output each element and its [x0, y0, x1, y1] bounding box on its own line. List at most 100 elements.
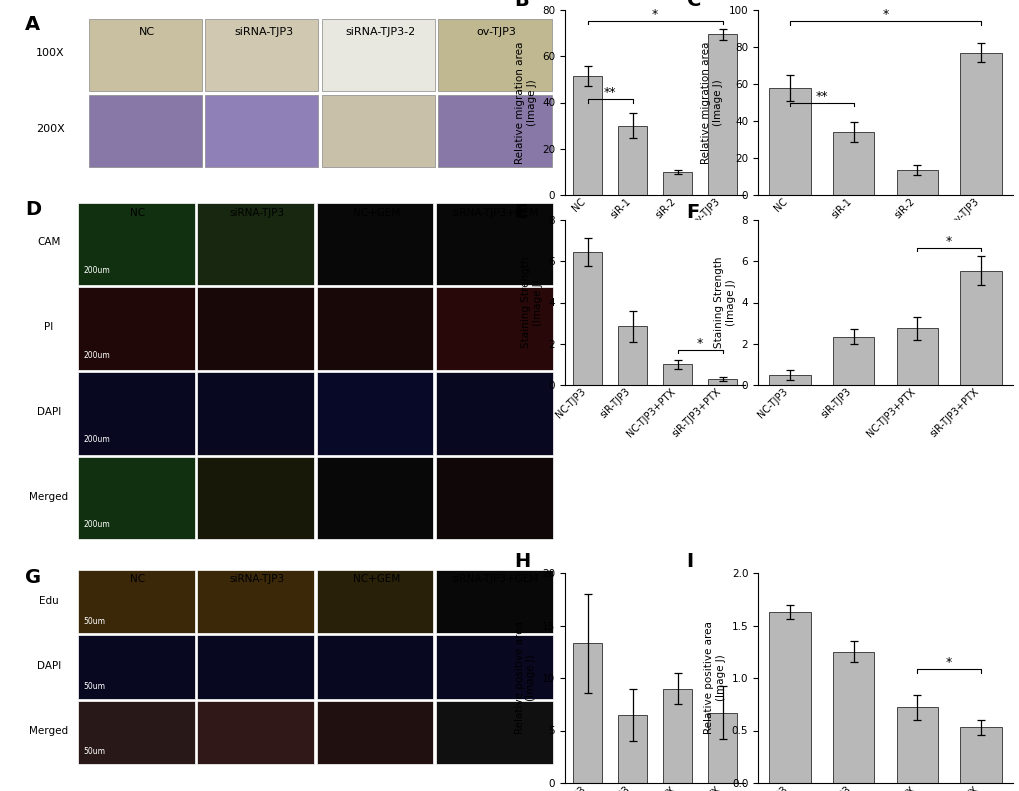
Bar: [197, 287, 314, 369]
Bar: [77, 287, 195, 369]
Bar: [316, 202, 433, 285]
Bar: [618, 126, 646, 195]
Y-axis label: Relative positive area
(Image J): Relative positive area (Image J): [515, 622, 536, 734]
Text: NC: NC: [139, 27, 155, 36]
Text: Edu: Edu: [39, 596, 59, 606]
Text: *: *: [946, 656, 952, 669]
Y-axis label: Staining Strength
(Image J): Staining Strength (Image J): [521, 257, 542, 348]
Bar: [197, 202, 314, 285]
Text: B: B: [515, 0, 529, 10]
Bar: [316, 635, 433, 698]
Text: PI: PI: [44, 322, 53, 332]
Text: Merged: Merged: [30, 726, 68, 736]
Text: 50um: 50um: [84, 616, 105, 626]
Bar: [573, 643, 601, 783]
Bar: [833, 336, 873, 385]
Text: siRNA-TJP3-2: siRNA-TJP3-2: [344, 27, 415, 36]
Bar: [316, 373, 433, 455]
Bar: [205, 95, 318, 167]
Bar: [197, 701, 314, 764]
Bar: [662, 172, 692, 195]
Bar: [896, 328, 937, 385]
Text: 200X: 200X: [36, 123, 65, 134]
Bar: [197, 635, 314, 698]
Bar: [435, 287, 552, 369]
Bar: [77, 570, 195, 634]
Bar: [707, 379, 737, 385]
Y-axis label: Relative migration area
(Image J): Relative migration area (Image J): [515, 41, 536, 164]
Bar: [77, 457, 195, 539]
Text: 100X: 100X: [36, 48, 64, 58]
Text: *: *: [946, 235, 952, 248]
Text: 200um: 200um: [84, 435, 110, 445]
Text: siRNA-TJP3+GEM: siRNA-TJP3+GEM: [451, 208, 538, 218]
Text: 200um: 200um: [84, 520, 110, 529]
Text: F: F: [686, 203, 699, 222]
Text: NC: NC: [130, 208, 145, 218]
Text: ov-TJP3: ov-TJP3: [476, 27, 517, 36]
Text: E: E: [515, 203, 528, 222]
Bar: [321, 95, 434, 167]
Text: D: D: [25, 200, 41, 219]
Bar: [435, 373, 552, 455]
Text: DAPI: DAPI: [37, 661, 61, 671]
Text: H: H: [515, 552, 530, 571]
Bar: [438, 95, 551, 167]
Bar: [768, 612, 810, 783]
Bar: [197, 457, 314, 539]
Bar: [438, 19, 551, 91]
Bar: [618, 715, 646, 783]
Text: 50um: 50um: [84, 682, 105, 691]
Y-axis label: Relative positive area
(Image J): Relative positive area (Image J): [704, 622, 726, 734]
Bar: [77, 202, 195, 285]
Text: siRNA-TJP3: siRNA-TJP3: [229, 574, 284, 584]
Text: *: *: [651, 8, 657, 21]
Bar: [573, 76, 601, 195]
Bar: [77, 635, 195, 698]
Text: A: A: [25, 15, 40, 34]
Text: DAPI: DAPI: [37, 407, 61, 417]
Bar: [316, 701, 433, 764]
Text: siRNA-TJP3: siRNA-TJP3: [229, 208, 284, 218]
Bar: [833, 132, 873, 195]
Text: CAM: CAM: [37, 237, 60, 248]
Bar: [833, 652, 873, 783]
Text: siRNA-TJP3: siRNA-TJP3: [233, 27, 292, 36]
Bar: [197, 373, 314, 455]
Bar: [77, 701, 195, 764]
Bar: [896, 170, 937, 195]
Text: C: C: [686, 0, 700, 10]
Bar: [960, 728, 1001, 783]
Text: 200um: 200um: [84, 350, 110, 360]
Text: NC+GEM: NC+GEM: [353, 574, 399, 584]
Text: NC+GEM: NC+GEM: [353, 208, 399, 218]
Bar: [435, 701, 552, 764]
Bar: [435, 457, 552, 539]
Bar: [197, 570, 314, 634]
Bar: [435, 570, 552, 634]
Text: G: G: [25, 568, 41, 587]
Bar: [768, 375, 810, 385]
Bar: [662, 688, 692, 783]
Text: 50um: 50um: [84, 747, 105, 756]
Text: *: *: [696, 337, 702, 350]
Text: siRNA-TJP3+GEM: siRNA-TJP3+GEM: [451, 574, 538, 584]
Bar: [618, 326, 646, 385]
Text: **: **: [815, 90, 827, 103]
Bar: [573, 252, 601, 385]
Text: 200um: 200um: [84, 266, 110, 274]
Bar: [89, 95, 202, 167]
Text: **: **: [603, 86, 615, 99]
Bar: [316, 287, 433, 369]
Bar: [707, 713, 737, 783]
Bar: [960, 52, 1001, 195]
Y-axis label: Relative migration area
(Image J): Relative migration area (Image J): [701, 41, 722, 164]
Bar: [316, 457, 433, 539]
Text: Merged: Merged: [30, 492, 68, 502]
Bar: [896, 707, 937, 783]
Bar: [435, 202, 552, 285]
Bar: [316, 570, 433, 634]
Bar: [768, 88, 810, 195]
Text: *: *: [881, 9, 888, 21]
Bar: [960, 271, 1001, 385]
